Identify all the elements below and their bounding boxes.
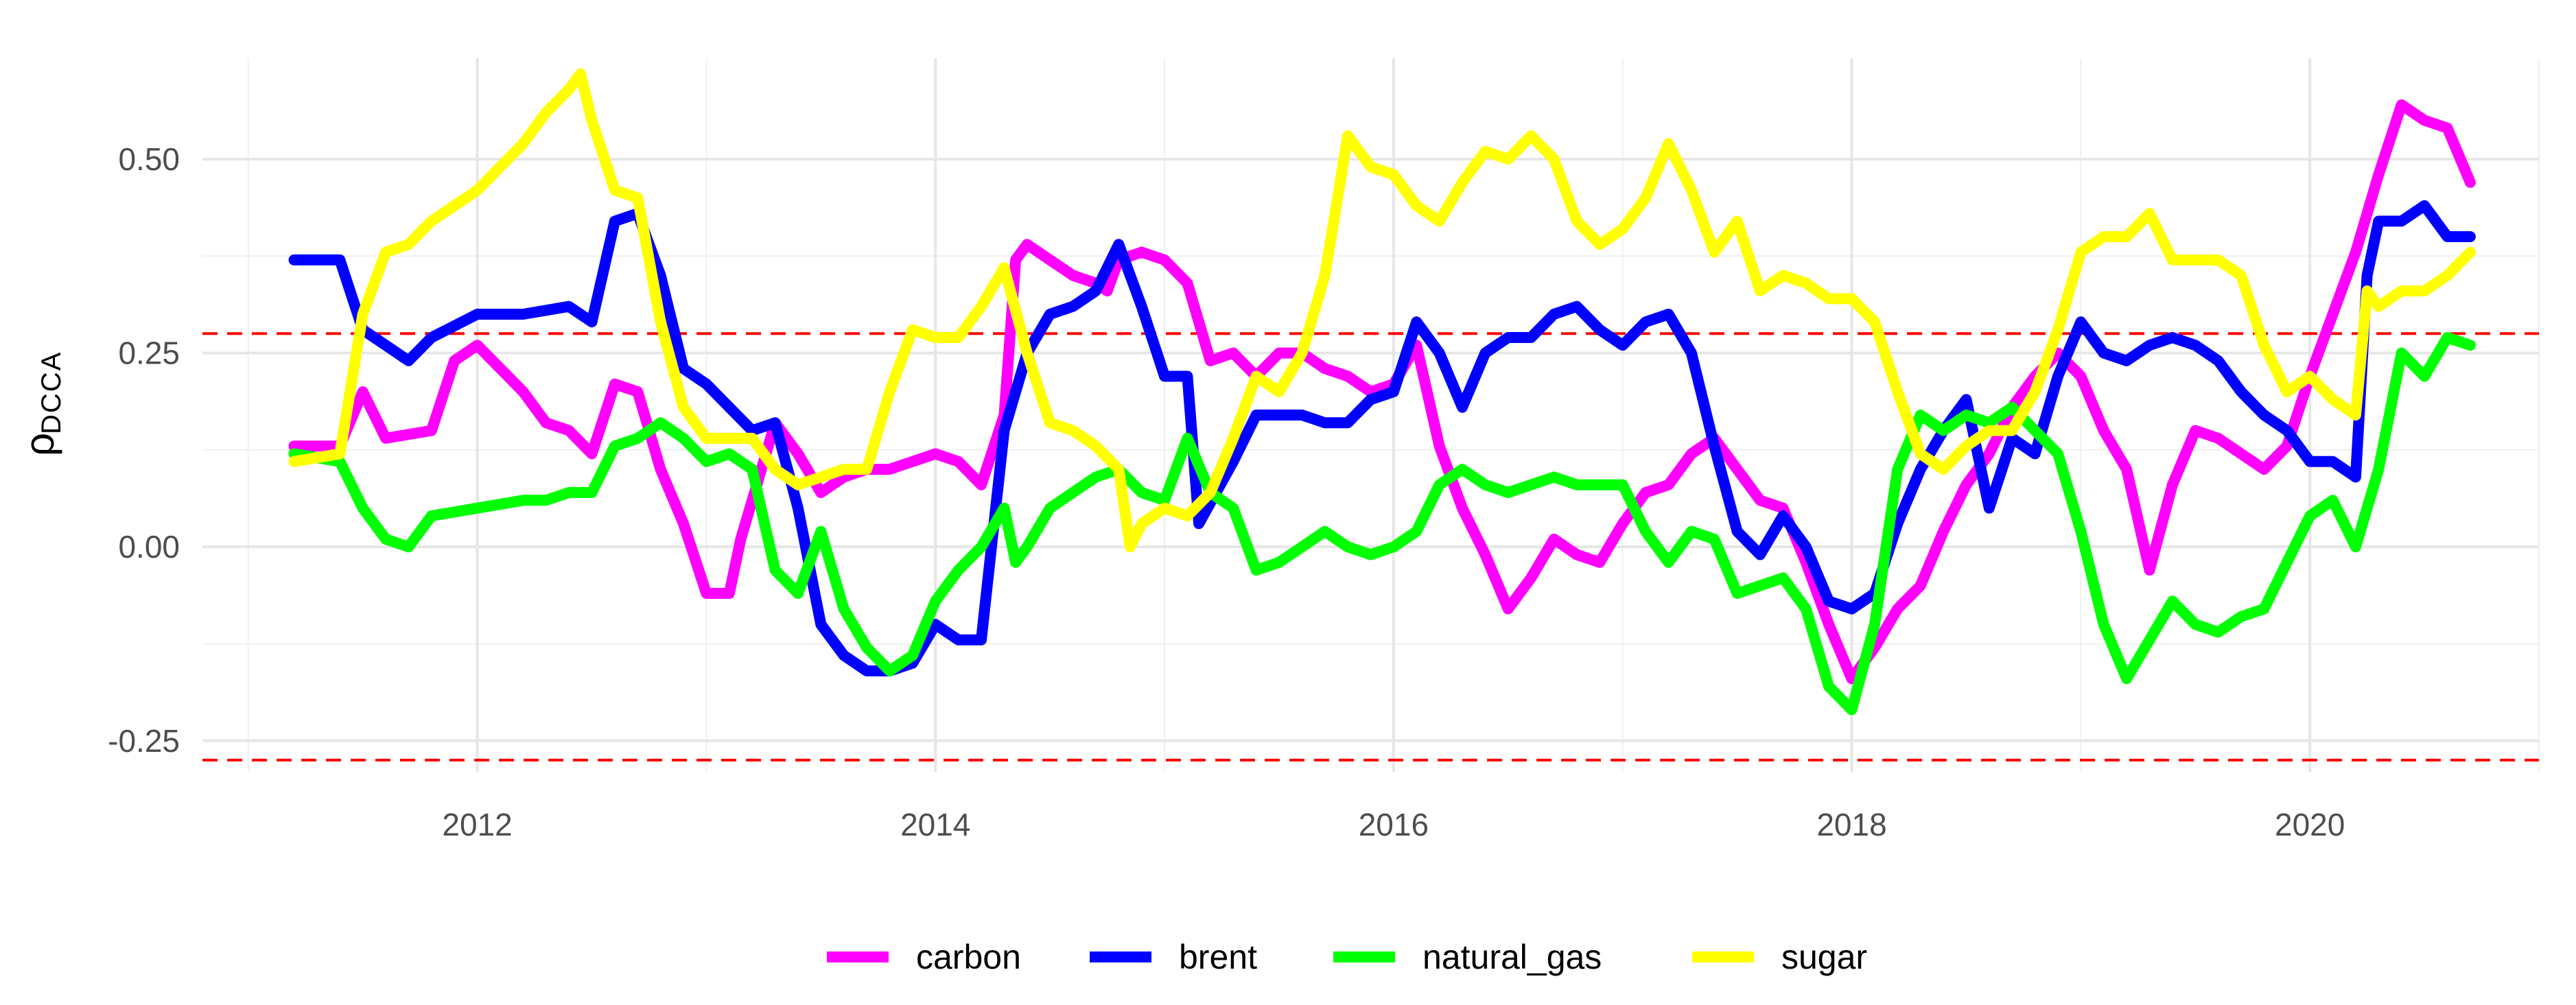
x-tick-label: 2012 <box>442 807 512 842</box>
y-axis-label-subscript: DCCA <box>36 351 67 434</box>
legend-label-natural-gas: natural_gas <box>1422 938 1602 976</box>
legend: carbon brent natural_gas sugar <box>827 938 1867 976</box>
series-line-natural-gas <box>288 332 2476 716</box>
series-line-brent <box>288 200 2476 676</box>
x-axis-ticks: 2012 2014 2016 2018 2020 <box>442 807 2345 842</box>
x-tick-label: 2016 <box>1359 807 1429 842</box>
x-tick-label: 2018 <box>1816 807 1886 842</box>
x-tick-label: 2020 <box>2275 807 2345 842</box>
x-tick-label: 2014 <box>900 807 970 842</box>
y-axis-ticks: -0.25 0.00 0.25 0.50 <box>108 141 180 759</box>
y-axis-label-symbol: ρ <box>16 433 62 456</box>
legend-label-brent: brent <box>1179 938 1257 976</box>
legend-label-sugar: sugar <box>1781 938 1867 976</box>
series-line-sugar <box>288 68 2476 553</box>
series-layer <box>288 68 2476 716</box>
reference-lines <box>202 332 2539 762</box>
y-tick-label: 0.00 <box>118 529 180 565</box>
y-tick-label: -0.25 <box>108 723 180 759</box>
y-tick-label: 0.50 <box>118 141 180 177</box>
legend-label-carbon: carbon <box>916 938 1021 976</box>
y-tick-label: 0.25 <box>118 335 180 371</box>
